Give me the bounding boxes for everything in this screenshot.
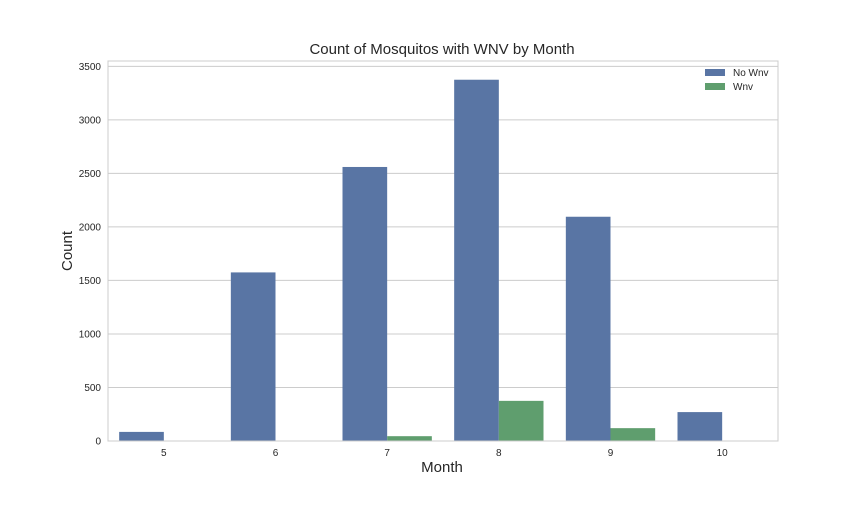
bar-no-wnv-10 bbox=[677, 412, 723, 441]
bars bbox=[119, 79, 723, 441]
y-axis-label: Count bbox=[59, 230, 76, 271]
legend-swatch bbox=[705, 83, 725, 90]
y-tick-label: 500 bbox=[84, 383, 101, 394]
bar-no-wnv-8 bbox=[454, 79, 499, 441]
axes: 0 500 1000 1500 2000 2500 3000 3500 5 6 7 8 9 10 bbox=[79, 60, 779, 459]
x-tick-label: 8 bbox=[496, 448, 502, 459]
y-tick-label: 1000 bbox=[79, 329, 102, 340]
bar-no-wnv-7 bbox=[342, 166, 388, 441]
x-tick-label: 5 bbox=[161, 448, 167, 459]
gridlines bbox=[108, 65, 778, 388]
legend-label: Wnv bbox=[733, 82, 753, 93]
chart-title: Count of Mosquitos with WNV by Month bbox=[309, 41, 574, 58]
y-tick-label: 3500 bbox=[79, 62, 102, 73]
bar-no-wnv-5 bbox=[119, 431, 164, 441]
x-tick-label: 10 bbox=[717, 448, 729, 459]
x-axis-label: Month bbox=[421, 459, 463, 476]
legend-swatch bbox=[705, 69, 725, 76]
bar-no-wnv-6 bbox=[230, 272, 276, 441]
x-tick-label: 7 bbox=[384, 448, 390, 459]
legend-label: No Wnv bbox=[733, 68, 769, 79]
plot-frame bbox=[107, 60, 779, 442]
y-tick-label: 2500 bbox=[79, 169, 102, 180]
y-tick-label: 3000 bbox=[79, 115, 102, 126]
bar-wnv-7 bbox=[387, 436, 432, 441]
bar-wnv-9 bbox=[610, 428, 656, 441]
legend: No Wnv Wnv bbox=[705, 68, 769, 93]
bar-wnv-8 bbox=[498, 400, 544, 441]
bar-no-wnv-9 bbox=[565, 216, 611, 441]
y-tick-label: 1500 bbox=[79, 276, 102, 287]
x-tick-label: 9 bbox=[608, 448, 614, 459]
y-tick-label: 2000 bbox=[79, 222, 102, 233]
y-tick-label: 0 bbox=[95, 437, 101, 448]
x-tick-label: 6 bbox=[273, 448, 279, 459]
